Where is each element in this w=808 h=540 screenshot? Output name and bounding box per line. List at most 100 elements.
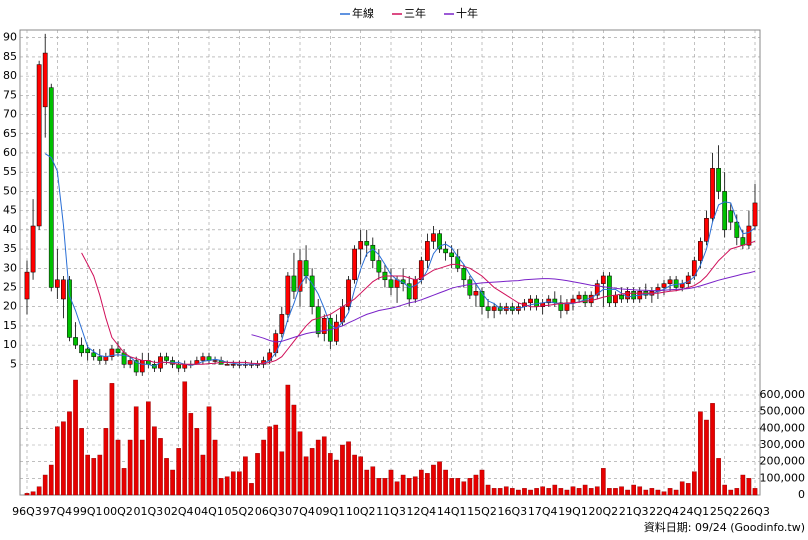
volume-bar [661,491,667,496]
volume-bar [279,451,285,496]
candle-body [133,360,139,373]
volume-bar [218,478,224,496]
volume-bar [79,428,84,496]
candle-body [315,306,321,334]
x-tick-label: 14Q1 [437,505,467,518]
volume-bar [722,484,727,496]
candle-body [67,279,72,338]
x-tick-label: 99Q1 [73,505,103,518]
candle-body [127,360,133,365]
volume-bar [516,489,521,496]
volume-bar [522,488,527,496]
candle-body [576,294,582,300]
volume-bar [303,456,309,496]
y2-tick-label: 100,000 [760,471,806,484]
candle-body [24,271,30,300]
candle-body [698,241,703,261]
volume-bar [655,489,661,496]
candle-body [546,298,552,304]
x-tick-label: 96Q3 [12,505,42,518]
y-tick-label: 50 [3,184,17,197]
candle-body [91,352,97,357]
volume-bar [61,421,66,496]
volume-bar [133,406,139,496]
volume-bar [273,424,279,496]
y-tick-label: 60 [3,146,17,159]
x-tick-label: 11Q3 [376,505,406,518]
volume-bar [570,486,576,496]
volume-bar [255,453,260,496]
volume-bar [752,488,758,496]
volume-bar [291,404,297,496]
candle-body [230,364,236,366]
candle-body [370,244,376,261]
x-tick-label: 16Q3 [498,505,528,518]
candle-body [79,344,84,354]
candle-body [30,225,36,273]
legend-label: 年線 [352,6,374,20]
volume-bar [619,486,624,496]
volume-bar [692,471,697,496]
volume-bar [704,419,709,496]
volume-bar [224,476,230,496]
volume-bar [164,458,169,496]
candle-body [412,279,418,300]
volume-bar [425,473,430,496]
volume-bar [625,489,630,496]
candle-body [297,260,303,292]
candle-body [600,275,606,284]
volume-bar [510,488,515,496]
volume-bar [237,471,242,496]
volume-bar [497,488,503,496]
x-tick-label: 15Q2 [467,505,497,518]
candle-body [388,279,394,288]
candle-body [704,218,709,242]
volume-bar [200,454,206,496]
candle-body [48,87,54,288]
volume-bar [243,456,248,496]
volume-bar [127,439,133,496]
candle-body [279,314,285,334]
volume-bar [315,439,321,496]
candle-body [722,191,728,231]
candle-body [303,260,309,277]
candle-body [42,52,48,108]
volume-bar [582,484,588,496]
volume-bar [643,489,649,496]
candle-body [425,241,430,261]
volume-bar [212,439,218,496]
y2-tick-label: 0 [798,488,805,501]
volume-bar [631,484,636,496]
candle-body [594,283,600,296]
volume-bar [188,413,194,496]
volume-bar [364,469,370,496]
candle-body [212,360,218,362]
x-tick-label: 04Q1 [194,505,224,518]
volume-bar [564,489,570,496]
volume-bar [461,481,467,496]
x-tick-label: 17Q4 [528,505,558,518]
volume-bar [261,439,266,496]
x-tick-label: 25Q2 [710,505,740,518]
volume-bar [121,468,127,496]
candle-body [352,248,357,281]
volume-bar [297,431,303,496]
volume-bar [685,483,691,496]
volume-bar [376,478,382,496]
candle-body [334,321,339,342]
candle-body [710,168,715,219]
y-tick-label: 30 [3,261,17,274]
x-tick-label: 09Q1 [316,505,346,518]
volume-bar [485,484,491,496]
x-tick-label: 06Q3 [255,505,285,518]
candle-body [667,279,673,284]
candle-body [625,291,630,300]
volume-bar [607,488,612,496]
volume-bar [230,471,236,496]
volume-bar [42,474,48,496]
volume-bar [73,379,78,496]
x-tick-label: 01Q3 [134,505,164,518]
volume-bar [588,488,594,496]
volume-bar [334,459,339,496]
candle-body [437,233,442,250]
